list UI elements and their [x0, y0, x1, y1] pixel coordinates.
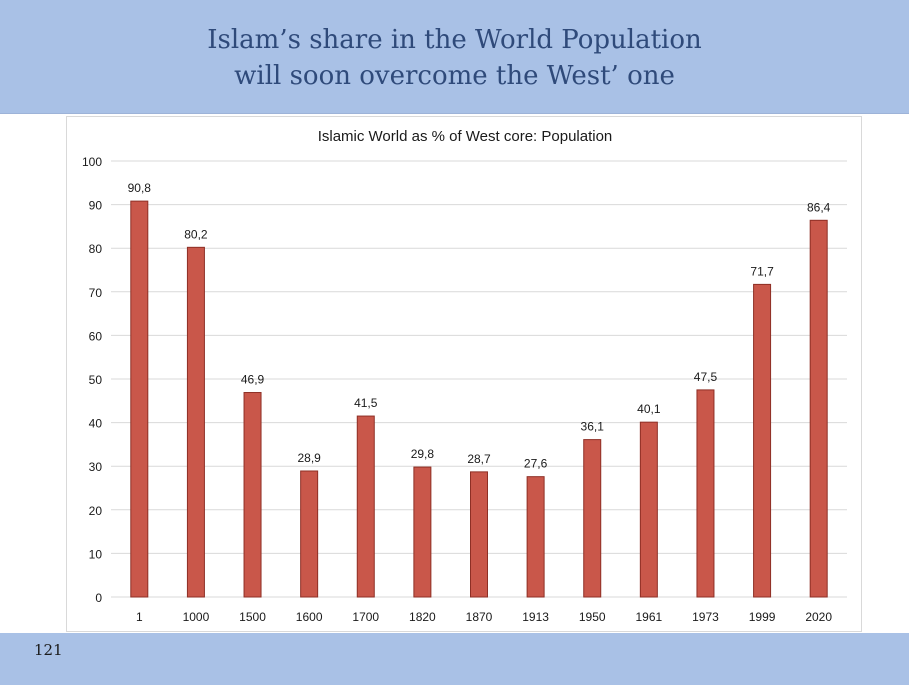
y-tick-label: 30 — [89, 460, 103, 474]
y-tick-label: 40 — [89, 417, 103, 431]
data-label: 28,7 — [467, 452, 491, 466]
x-tick-label: 1973 — [692, 610, 719, 624]
x-tick-label: 1961 — [635, 610, 662, 624]
bar — [639, 421, 658, 598]
x-tick-label: 1000 — [183, 610, 210, 624]
x-tick-label: 1870 — [466, 610, 493, 624]
slide-title: Islam’s share in the World Population wi… — [0, 22, 909, 94]
data-label: 46,9 — [241, 373, 265, 387]
bar — [356, 415, 375, 598]
bars — [130, 200, 828, 598]
data-label: 41,5 — [354, 396, 378, 410]
y-tick-label: 10 — [89, 547, 103, 561]
x-tick-label: 2020 — [805, 610, 832, 624]
y-tick-label: 50 — [89, 373, 103, 387]
x-tick-label: 1820 — [409, 610, 436, 624]
chart-frame: Islamic World as % of West core: Populat… — [66, 116, 862, 632]
slide-title-line-1: Islam’s share in the World Population — [207, 25, 702, 55]
x-tick-label: 1999 — [749, 610, 776, 624]
bar — [753, 283, 772, 598]
footer-band — [0, 633, 909, 685]
bar-chart: Islamic World as % of West core: Populat… — [82, 128, 847, 624]
data-label: 86,4 — [807, 200, 831, 214]
x-tick-label: 1950 — [579, 610, 606, 624]
data-label: 29,8 — [411, 447, 435, 461]
grid-layer — [111, 160, 847, 598]
bar — [470, 471, 488, 598]
y-tick-label: 20 — [89, 504, 103, 518]
data-label: 71,7 — [750, 264, 774, 278]
y-tick-label: 70 — [89, 286, 103, 300]
data-label: 80,2 — [184, 227, 208, 241]
data-label: 28,9 — [297, 451, 321, 465]
x-tick-label: 1700 — [352, 610, 379, 624]
x-tick-label: 1913 — [522, 610, 549, 624]
y-tick-label: 100 — [82, 155, 102, 169]
bar — [583, 439, 602, 598]
chart-title: Islamic World as % of West core: Populat… — [318, 128, 613, 145]
bar — [130, 200, 149, 598]
y-tick-label: 90 — [89, 199, 103, 213]
data-labels: 90,8 80,2 46,9 28,9 41,5 29,8 28,7 27,6 36,1 40,1… — [128, 181, 831, 471]
bar — [696, 389, 715, 598]
bar — [186, 246, 205, 598]
y-tick-label: 0 — [95, 591, 102, 605]
data-label: 47,5 — [694, 370, 718, 384]
bar — [300, 470, 319, 598]
page-number: 121 — [34, 641, 63, 659]
y-tick-label: 80 — [89, 242, 103, 256]
x-tick-label: 1 — [136, 610, 143, 624]
x-axis-ticks: 1 1000 1500 1600 1700 1820 1870 1913 1950 1961 197… — [136, 610, 832, 624]
data-label: 36,1 — [581, 420, 605, 434]
bar — [243, 392, 262, 598]
y-axis-ticks: 0 10 20 30 40 50 60 70 80 90 100 — [82, 155, 102, 605]
x-tick-label: 1500 — [239, 610, 266, 624]
data-label: 90,8 — [128, 181, 152, 195]
x-tick-label: 1600 — [296, 610, 323, 624]
data-label: 40,1 — [637, 402, 661, 416]
slide-title-line-2: will soon overcome the West’ one — [234, 61, 675, 91]
bar — [413, 466, 432, 598]
bar — [809, 219, 828, 598]
y-tick-label: 60 — [89, 329, 103, 343]
data-label: 27,6 — [524, 457, 548, 471]
header-band — [0, 0, 909, 114]
bar — [526, 476, 545, 598]
